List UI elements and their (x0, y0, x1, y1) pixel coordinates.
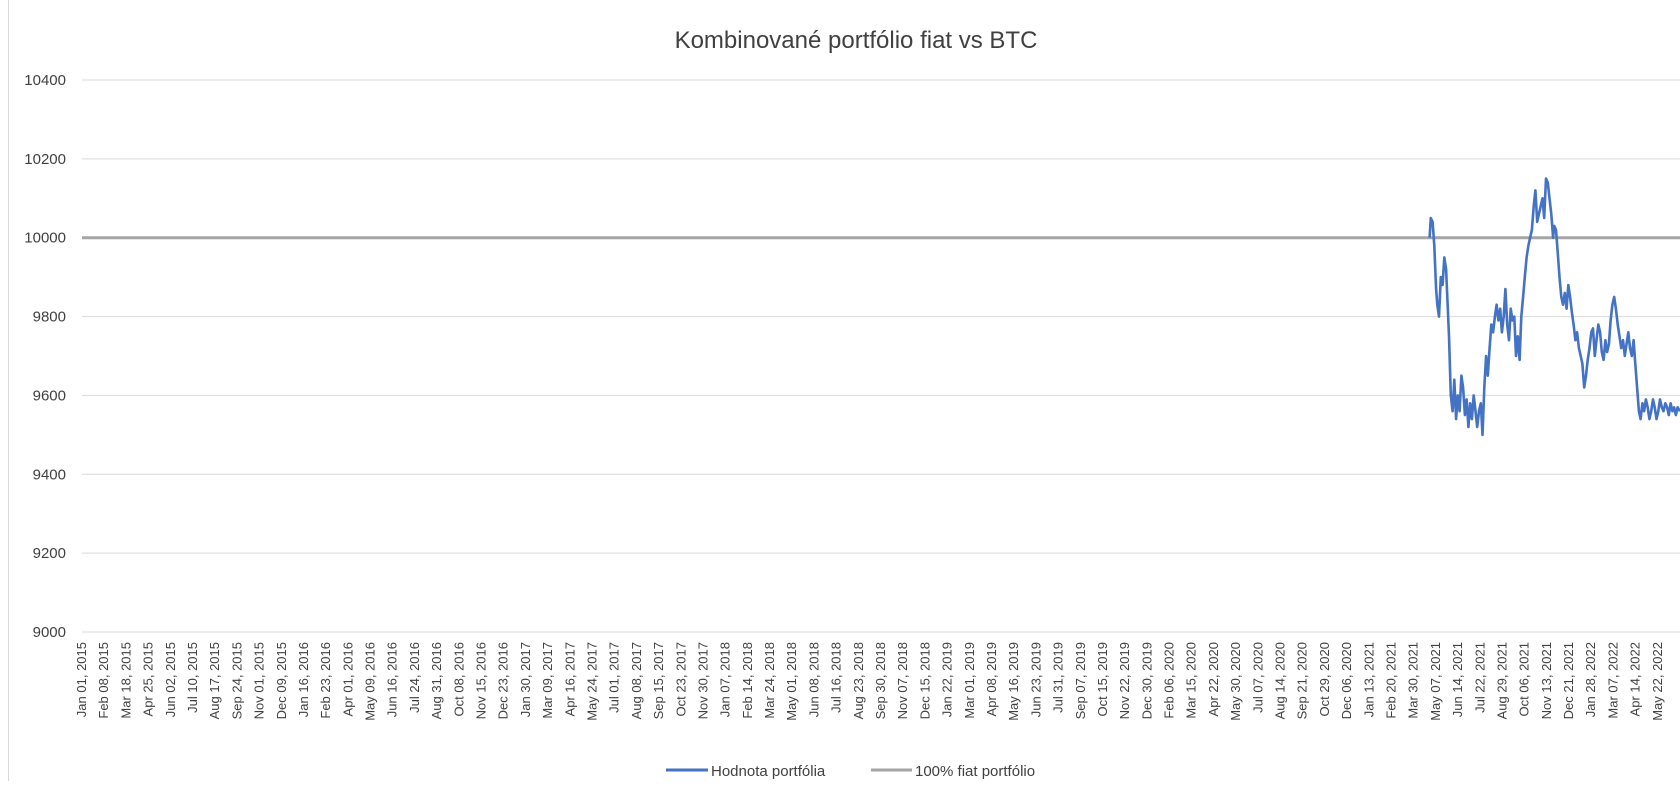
x-tick-label: Nov 01, 2015 (252, 642, 267, 719)
x-tick-label: Dec 06, 2020 (1339, 642, 1354, 719)
x-tick-label: Mar 15, 2020 (1184, 642, 1199, 719)
x-tick-label: Feb 08, 2015 (96, 642, 111, 719)
legend-label: 100% fiat portfólio (915, 763, 1035, 780)
x-tick-label: Mar 07, 2022 (1605, 642, 1620, 719)
legend-label: Hodnota portfólia (711, 763, 826, 780)
x-tick-label: Oct 15, 2019 (1095, 642, 1110, 716)
y-tick-label: 10200 (24, 151, 66, 168)
x-tick-label: Sep 21, 2020 (1295, 642, 1310, 719)
x-tick-label: May 24, 2017 (585, 642, 600, 721)
x-tick-label: Oct 08, 2016 (451, 642, 466, 716)
x-tick-label: Aug 17, 2015 (207, 642, 222, 719)
x-tick-label: May 01, 2018 (784, 642, 799, 721)
x-tick-label: Feb 23, 2016 (318, 642, 333, 719)
left-border (8, 0, 9, 781)
x-tick-label: Jun 23, 2019 (1028, 642, 1043, 717)
y-tick-label: 10000 (24, 230, 66, 247)
x-tick-label: Jun 14, 2021 (1450, 642, 1465, 717)
x-tick-label: Jul 22, 2021 (1472, 642, 1487, 713)
x-tick-label: Aug 29, 2021 (1494, 642, 1509, 719)
x-tick-label: Jan 13, 2021 (1361, 642, 1376, 717)
x-tick-label: Apr 01, 2016 (340, 642, 355, 716)
x-tick-label: Apr 22, 2020 (1206, 642, 1221, 716)
x-tick-label: Jan 16, 2016 (296, 642, 311, 717)
y-tick-label: 9800 (33, 309, 66, 326)
x-tick-label: Apr 16, 2017 (562, 642, 577, 716)
x-tick-label: Mar 24, 2018 (762, 642, 777, 719)
x-tick-label: Jun 02, 2015 (163, 642, 178, 717)
x-tick-label: Aug 31, 2016 (429, 642, 444, 719)
y-tick-label: 9600 (33, 387, 66, 404)
x-tick-label: Aug 08, 2017 (629, 642, 644, 719)
x-tick-label: Feb 20, 2021 (1384, 642, 1399, 719)
x-tick-label: Jul 10, 2015 (185, 642, 200, 713)
x-tick-label: Mar 18, 2015 (118, 642, 133, 719)
x-tick-label: Sep 30, 2018 (873, 642, 888, 719)
chart-title: Kombinované portfólio fiat vs BTC (675, 27, 1038, 54)
x-tick-label: Jun 08, 2018 (806, 642, 821, 717)
x-tick-label: Apr 08, 2019 (984, 642, 999, 716)
x-tick-label: Jan 07, 2018 (718, 642, 733, 717)
x-tick-label: Mar 30, 2021 (1406, 642, 1421, 719)
legend: Hodnota portfólia 100% fiat portfólio (666, 763, 1035, 780)
x-tick-label: Jan 28, 2022 (1583, 642, 1598, 717)
y-tick-label: 9400 (33, 466, 66, 483)
x-tick-label: Jul 31, 2019 (1051, 642, 1066, 713)
x-tick-label: Aug 23, 2018 (851, 642, 866, 719)
x-tick-label: Oct 06, 2021 (1517, 642, 1532, 716)
x-tick-label: May 16, 2019 (1006, 642, 1021, 721)
x-tick-label: Dec 09, 2015 (274, 642, 289, 719)
x-tick-label: Feb 06, 2020 (1162, 642, 1177, 719)
x-tick-label: Sep 15, 2017 (651, 642, 666, 719)
y-tick-label: 10400 (24, 72, 66, 89)
gridlines (82, 79, 1680, 633)
x-tick-label: Nov 15, 2016 (474, 642, 489, 719)
x-tick-label: Jul 07, 2020 (1250, 642, 1265, 713)
x-tick-label: Mar 01, 2019 (962, 642, 977, 719)
x-tick-label: Sep 24, 2015 (229, 642, 244, 719)
x-tick-label: Dec 30, 2019 (1139, 642, 1154, 719)
x-tick-label: Nov 07, 2018 (895, 642, 910, 719)
x-tick-label: Apr 25, 2015 (141, 642, 156, 716)
x-tick-label: May 09, 2016 (363, 642, 378, 721)
x-tick-label: May 30, 2020 (1228, 642, 1243, 721)
x-tick-label: Oct 23, 2017 (673, 642, 688, 716)
x-tick-label: Jan 22, 2019 (940, 642, 955, 717)
x-tick-label: Jan 30, 2017 (518, 642, 533, 717)
x-tick-label: Jun 16, 2016 (385, 642, 400, 717)
x-tick-label: Nov 13, 2021 (1539, 642, 1554, 719)
x-tick-label: May 07, 2021 (1428, 642, 1443, 721)
x-tick-label: Nov 30, 2017 (695, 642, 710, 719)
x-tick-label: Dec 23, 2016 (496, 642, 511, 719)
x-tick-label: May 22, 2022 (1650, 642, 1665, 721)
x-tick-label: Mar 09, 2017 (540, 642, 555, 719)
x-tick-label: Sep 07, 2019 (1073, 642, 1088, 719)
y-axis-ticks: 9000 9200 9400 9600 9800 10000 10200 10400 (24, 72, 66, 641)
y-tick-label: 9200 (33, 545, 66, 562)
x-tick-label: Jul 24, 2016 (407, 642, 422, 713)
series-line-1 (1428, 177, 1680, 437)
x-tick-label: Feb 14, 2018 (740, 642, 755, 719)
series-lines (82, 177, 1680, 437)
x-tick-label: Jul 01, 2017 (607, 642, 622, 713)
x-tick-label: Aug 14, 2020 (1273, 642, 1288, 719)
x-tick-label: Dec 21, 2021 (1561, 642, 1576, 719)
x-tick-label: Jan 01, 2015 (74, 642, 89, 717)
y-tick-label: 9000 (33, 624, 66, 641)
x-tick-label: Dec 15, 2018 (917, 642, 932, 719)
x-tick-label: Nov 22, 2019 (1117, 642, 1132, 719)
x-tick-label: Oct 29, 2020 (1317, 642, 1332, 716)
x-tick-label: Apr 14, 2022 (1628, 642, 1643, 716)
x-tick-label: Jul 16, 2018 (829, 642, 844, 713)
x-axis-ticks: Jan 01, 2015 Feb 08, 2015 Mar 18, 2015 Apr … (74, 642, 1665, 721)
